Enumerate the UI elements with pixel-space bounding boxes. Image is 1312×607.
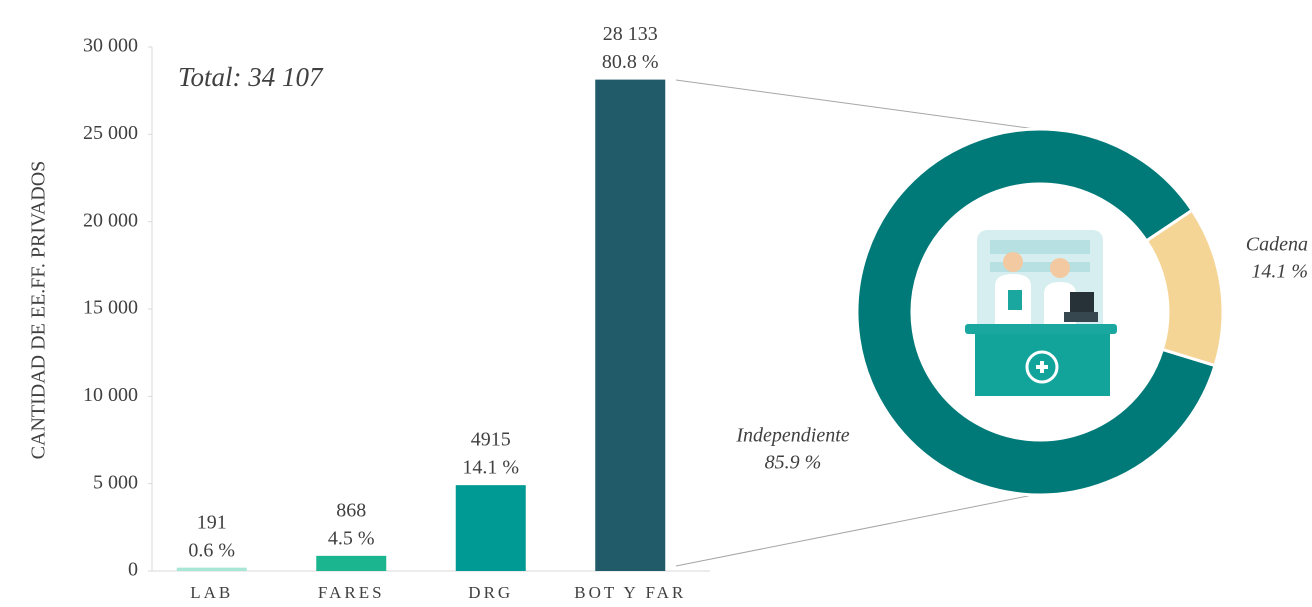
pharmacy-icon xyxy=(965,230,1117,396)
percent-label: 4.5 % xyxy=(328,527,375,549)
connector-line xyxy=(676,80,1043,130)
y-tick-label: 5 000 xyxy=(93,471,138,493)
bar xyxy=(177,568,247,571)
percent-label: 0.6 % xyxy=(188,539,235,561)
x-tick-label: FARES xyxy=(318,583,385,602)
connector-line xyxy=(676,493,1043,566)
value-label: 868 xyxy=(336,499,366,521)
value-label: 191 xyxy=(197,511,227,533)
bar xyxy=(316,556,386,571)
x-tick-label: DRG xyxy=(468,583,513,602)
y-tick-label: 0 xyxy=(128,559,138,581)
percent-label: 80.8 % xyxy=(602,51,659,73)
y-tick-label: 25 000 xyxy=(83,122,138,144)
percent-label: 14.1 % xyxy=(462,457,519,479)
x-tick-label: LAB xyxy=(190,583,233,602)
y-tick-label: 10 000 xyxy=(83,384,138,406)
slice-value-label: 85.9 % xyxy=(765,452,822,474)
y-tick-label: 20 000 xyxy=(83,209,138,231)
bar xyxy=(456,485,526,571)
y-axis-label: CANTIDAD DE EE.FF. PRIVADOS xyxy=(28,161,50,460)
value-label: 28 133 xyxy=(603,23,658,45)
value-label: 4915 xyxy=(471,429,511,451)
total-annotation: Total: 34 107 xyxy=(178,62,324,92)
slice-label: Independiente xyxy=(735,425,849,447)
y-tick-label: 15 000 xyxy=(83,297,138,319)
bar xyxy=(595,80,665,571)
slice-value-label: 14.1 % xyxy=(1251,261,1308,283)
x-tick-label: BOT Y FAR xyxy=(574,583,686,602)
donut-slice xyxy=(1146,210,1223,365)
chart: CANTIDAD DE EE.FF. PRIVADOS Total: 34 10… xyxy=(0,0,1312,607)
page: CANTIDAD DE EE.FF. PRIVADOS Total: 34 10… xyxy=(0,0,1312,607)
y-tick-label: 30 000 xyxy=(83,35,138,57)
slice-label: Cadena xyxy=(1246,234,1308,256)
